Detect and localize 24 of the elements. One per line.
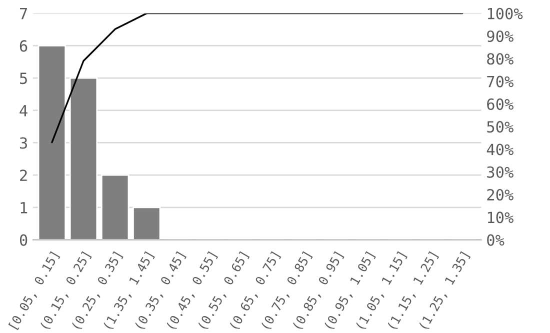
y2-tick-label: 0%: [487, 234, 504, 246]
line-series: [51, 13, 464, 144]
y-tick-label: 2: [20, 170, 27, 181]
bar: [38, 44, 66, 240]
y2-tick-label: 40%: [486, 144, 514, 156]
bar: [69, 77, 98, 240]
y-tick-label: 6: [20, 40, 28, 52]
y-tick-label: 4: [20, 105, 28, 116]
y2-tick-label: 90%: [487, 30, 514, 42]
y2-tick-label: 60%: [487, 98, 514, 110]
y2-tick-label: 80%: [487, 53, 514, 65]
y2-tick-label: 70%: [487, 76, 514, 88]
y2-tick-label: 20%: [487, 188, 514, 201]
y-tick-label: 7: [20, 8, 27, 20]
y-tick-label: 0: [20, 234, 28, 246]
bar: [100, 174, 130, 240]
y2-tick-label: 100%: [488, 8, 523, 20]
y2-tick-label: 50%: [487, 121, 514, 133]
y2-tick-label: 10%: [488, 212, 514, 224]
y-tick-label: 1: [20, 202, 28, 214]
y-tick-label: 3: [20, 137, 27, 149]
bar: [132, 206, 161, 240]
y2-tick-label: 30%: [487, 166, 514, 178]
y-tick-label: 5: [20, 72, 27, 84]
